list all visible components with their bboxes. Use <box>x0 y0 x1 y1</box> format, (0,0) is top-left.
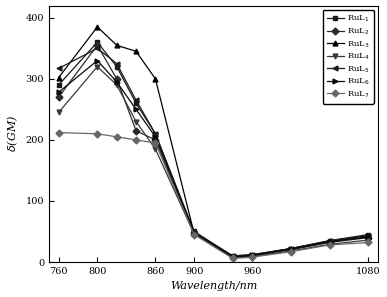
RuL$_5$ <box>153 132 158 135</box>
RuL$_4$ <box>95 65 100 68</box>
RuL$_7$ <box>250 255 255 259</box>
RuL$_7$ <box>134 138 139 142</box>
RuL$_5$ <box>95 47 100 50</box>
RuL$_2$ <box>95 43 100 47</box>
RuL$_7$ <box>95 132 100 135</box>
RuL$_2$ <box>134 129 139 132</box>
RuL$_7$ <box>327 243 332 247</box>
RuL$_1$ <box>289 247 293 250</box>
RuL$_2$ <box>250 254 255 258</box>
Line: RuL$_3$: RuL$_3$ <box>56 24 371 259</box>
RuL$_5$ <box>289 247 293 250</box>
RuL$_4$ <box>115 83 119 87</box>
RuL$_6$ <box>115 80 119 84</box>
RuL$_6$ <box>192 230 197 234</box>
RuL$_7$ <box>192 233 197 236</box>
RuL$_2$ <box>115 77 119 80</box>
Line: RuL$_4$: RuL$_4$ <box>56 64 371 260</box>
RuL$_1$ <box>115 65 119 68</box>
RuL$_7$ <box>153 141 158 145</box>
RuL$_2$ <box>289 248 293 252</box>
RuL$_5$ <box>231 254 235 258</box>
RuL$_4$ <box>192 232 197 236</box>
RuL$_1$ <box>134 102 139 105</box>
Line: RuL$_1$: RuL$_1$ <box>56 40 371 258</box>
RuL$_3$ <box>57 76 61 79</box>
RuL$_6$ <box>57 91 61 94</box>
RuL$_7$ <box>366 241 371 244</box>
RuL$_2$ <box>192 231 197 235</box>
RuL$_5$ <box>327 239 332 242</box>
RuL$_6$ <box>153 135 158 139</box>
RuL$_3$ <box>95 25 100 29</box>
RuL$_7$ <box>57 131 61 134</box>
RuL$_5$ <box>250 253 255 257</box>
RuL$_1$ <box>327 239 332 242</box>
RuL$_1$ <box>153 132 158 135</box>
Line: RuL$_7$: RuL$_7$ <box>56 130 371 261</box>
RuL$_2$ <box>327 241 332 244</box>
RuL$_1$ <box>231 254 235 258</box>
RuL$_1$ <box>57 83 61 87</box>
RuL$_2$ <box>57 95 61 99</box>
Line: RuL$_6$: RuL$_6$ <box>56 58 371 260</box>
RuL$_3$ <box>153 77 158 80</box>
RuL$_3$ <box>366 235 371 239</box>
RuL$_4$ <box>134 120 139 123</box>
RuL$_3$ <box>115 43 119 47</box>
X-axis label: Wavelength/nm: Wavelength/nm <box>170 282 257 291</box>
RuL$_7$ <box>289 250 293 253</box>
RuL$_4$ <box>366 238 371 242</box>
RuL$_4$ <box>231 256 235 260</box>
RuL$_6$ <box>250 254 255 257</box>
RuL$_1$ <box>192 230 197 233</box>
Legend: RuL$_1$, RuL$_2$, RuL$_3$, RuL$_4$, RuL$_5$, RuL$_6$, RuL$_7$: RuL$_1$, RuL$_2$, RuL$_3$, RuL$_4$, RuL$… <box>323 10 374 104</box>
RuL$_4$ <box>153 147 158 151</box>
RuL$_1$ <box>250 253 255 257</box>
RuL$_5$ <box>57 67 61 70</box>
RuL$_2$ <box>153 138 158 142</box>
RuL$_3$ <box>231 255 235 258</box>
RuL$_3$ <box>192 232 197 235</box>
RuL$_2$ <box>231 255 235 259</box>
RuL$_4$ <box>289 249 293 253</box>
RuL$_1$ <box>95 40 100 44</box>
RuL$_3$ <box>250 254 255 257</box>
Line: RuL$_2$: RuL$_2$ <box>56 43 371 260</box>
RuL$_6$ <box>134 108 139 111</box>
RuL$_7$ <box>115 135 119 139</box>
RuL$_7$ <box>231 257 235 260</box>
Y-axis label: $\delta$(GM): $\delta$(GM) <box>5 115 20 152</box>
RuL$_2$ <box>366 236 371 239</box>
RuL$_6$ <box>95 59 100 62</box>
RuL$_5$ <box>134 98 139 102</box>
RuL$_5$ <box>115 62 119 65</box>
RuL$_5$ <box>366 234 371 238</box>
RuL$_3$ <box>327 239 332 243</box>
RuL$_6$ <box>366 235 371 238</box>
RuL$_1$ <box>366 233 371 236</box>
RuL$_6$ <box>231 255 235 259</box>
RuL$_5$ <box>192 232 197 235</box>
Line: RuL$_5$: RuL$_5$ <box>56 46 371 258</box>
RuL$_4$ <box>327 243 332 246</box>
RuL$_3$ <box>289 247 293 250</box>
RuL$_4$ <box>57 111 61 114</box>
RuL$_3$ <box>134 50 139 53</box>
RuL$_6$ <box>327 240 332 244</box>
RuL$_6$ <box>289 247 293 251</box>
RuL$_4$ <box>250 255 255 258</box>
